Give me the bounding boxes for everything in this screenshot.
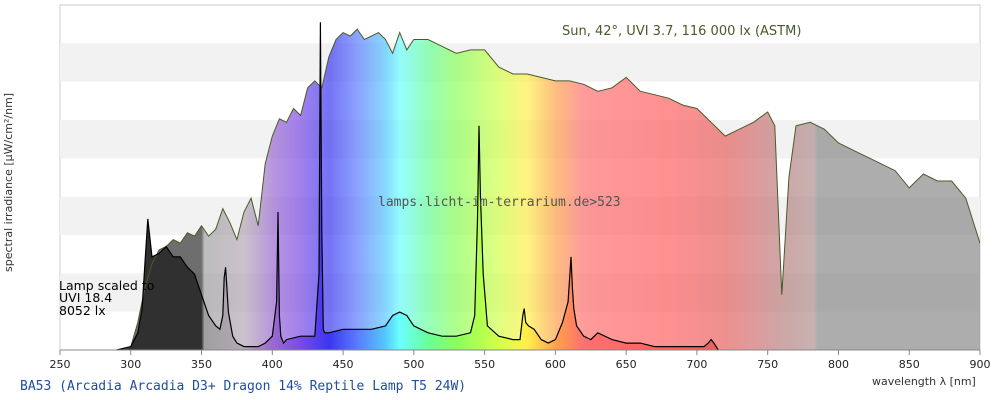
watermark-text: lamps.licht-im-terrarium.de>523 <box>378 195 621 210</box>
x-tick-label: 500 <box>403 358 424 371</box>
x-tick-label: 700 <box>686 358 707 371</box>
x-tick-label: 900 <box>970 358 991 371</box>
x-tick-label: 800 <box>828 358 849 371</box>
x-tick-label: 850 <box>899 358 920 371</box>
y-axis-label: spectral irradiance [µW/cm²/nm] <box>2 93 15 272</box>
x-tick-label: 750 <box>757 358 778 371</box>
x-tick-label: 400 <box>262 358 283 371</box>
lamp-annotation-line-2: UVI 18.4 <box>59 290 112 305</box>
lamp-annotation-line-3: 8052 lx <box>59 303 106 318</box>
x-axis: 250 300 350 400 450 500 550 600 650 700 750 800 850 9… <box>50 349 991 371</box>
x-tick-label: 600 <box>545 358 566 371</box>
x-tick-label: 300 <box>120 358 141 371</box>
lamp-annotation-line-1: Lamp scaled to <box>59 278 154 293</box>
x-tick-label: 350 <box>191 358 212 371</box>
lamp-title: BA53 (Arcadia Arcadia D3+ Dragon 14% Rep… <box>20 379 466 394</box>
x-axis-label: wavelength λ [nm] <box>872 375 976 388</box>
x-tick-label: 550 <box>474 358 495 371</box>
sun-spectrum-line <box>116 28 980 350</box>
x-tick-label: 250 <box>50 358 71 371</box>
sun-annotation: Sun, 42°, UVI 3.7, 116 000 lx (ASTM) <box>562 24 801 39</box>
x-tick-label: 450 <box>333 358 354 371</box>
lamp-spectrum-line <box>116 22 719 350</box>
x-tick-label: 650 <box>616 358 637 371</box>
